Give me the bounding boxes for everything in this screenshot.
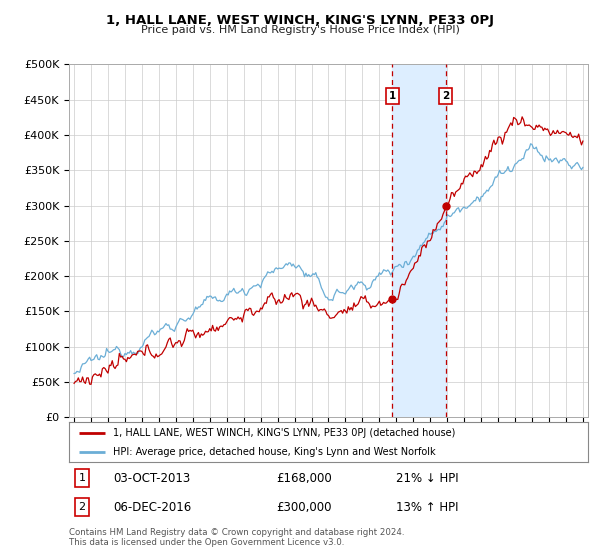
Text: 1: 1 — [388, 91, 396, 101]
Text: £168,000: £168,000 — [277, 472, 332, 485]
Text: 03-OCT-2013: 03-OCT-2013 — [113, 472, 190, 485]
Text: 21% ↓ HPI: 21% ↓ HPI — [396, 472, 458, 485]
Text: £300,000: £300,000 — [277, 501, 332, 514]
Text: Contains HM Land Registry data © Crown copyright and database right 2024.
This d: Contains HM Land Registry data © Crown c… — [69, 528, 404, 547]
Text: 1, HALL LANE, WEST WINCH, KING'S LYNN, PE33 0PJ: 1, HALL LANE, WEST WINCH, KING'S LYNN, P… — [106, 14, 494, 27]
Text: 1, HALL LANE, WEST WINCH, KING'S LYNN, PE33 0PJ (detached house): 1, HALL LANE, WEST WINCH, KING'S LYNN, P… — [113, 428, 455, 437]
Text: 1: 1 — [79, 473, 85, 483]
Text: 2: 2 — [442, 91, 449, 101]
Text: 06-DEC-2016: 06-DEC-2016 — [113, 501, 191, 514]
Text: Price paid vs. HM Land Registry's House Price Index (HPI): Price paid vs. HM Land Registry's House … — [140, 25, 460, 35]
Bar — [392, 64, 446, 417]
Text: 13% ↑ HPI: 13% ↑ HPI — [396, 501, 458, 514]
Text: HPI: Average price, detached house, King's Lynn and West Norfolk: HPI: Average price, detached house, King… — [113, 447, 436, 457]
Text: 2: 2 — [79, 502, 86, 512]
